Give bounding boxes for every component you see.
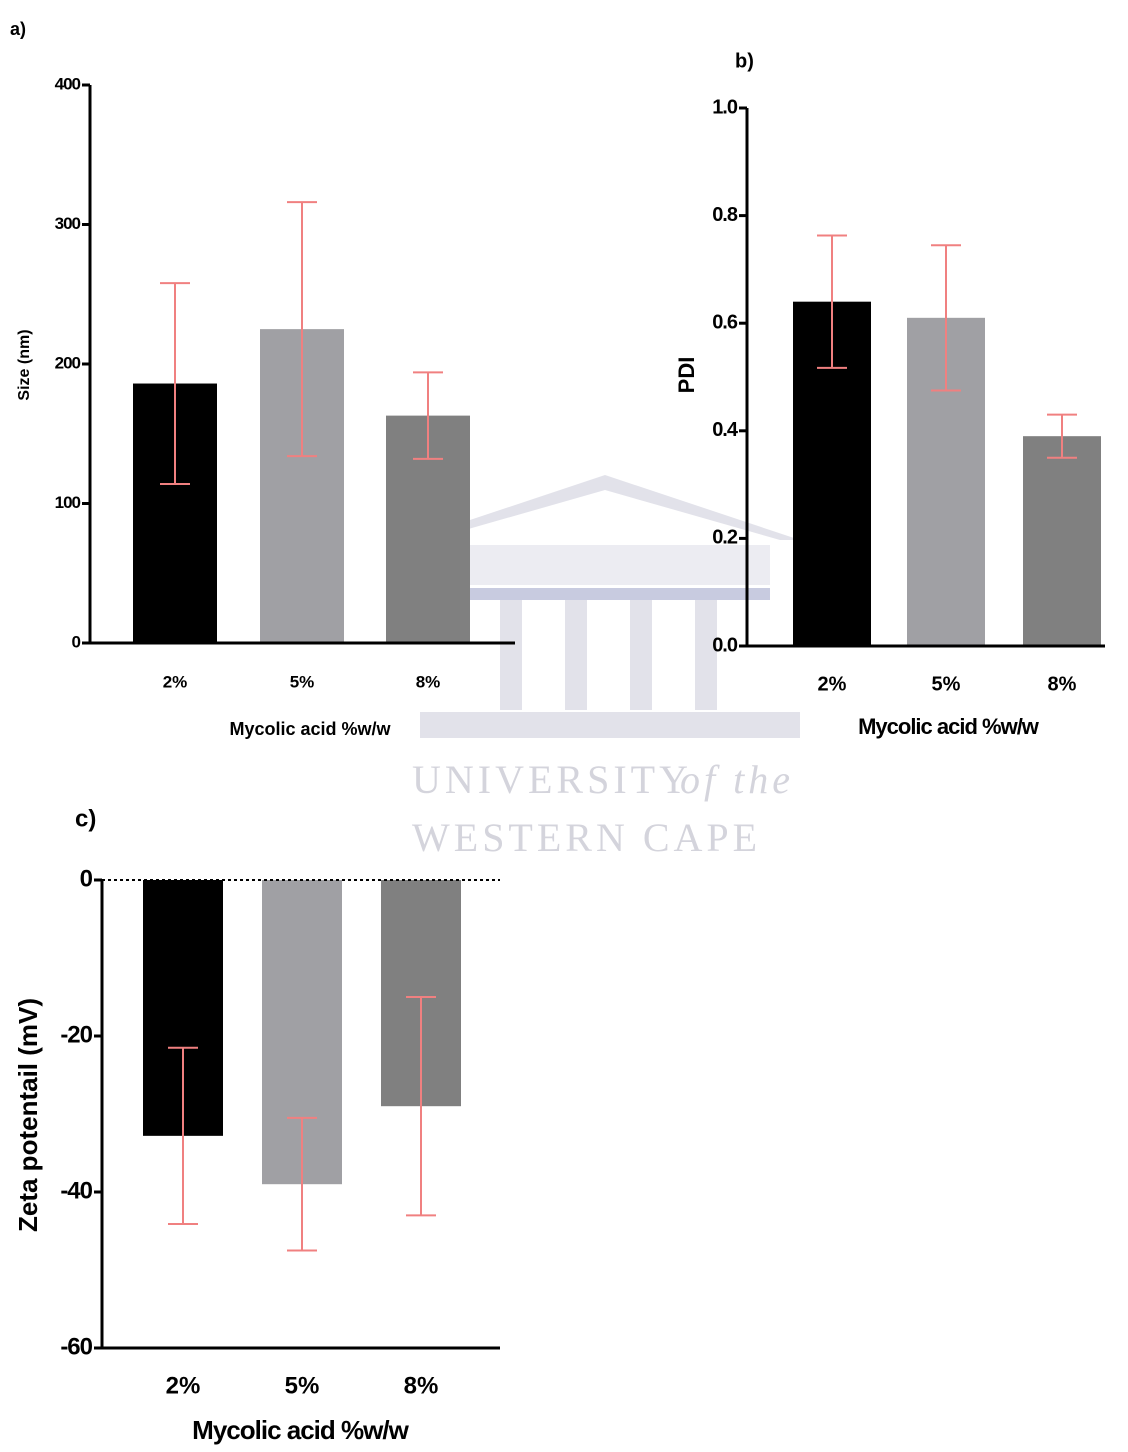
watermark-column (695, 600, 717, 710)
y-tick-label: 0 (80, 865, 93, 892)
y-tick-label: 0 (72, 632, 81, 651)
y-axis-label: PDI (674, 357, 699, 394)
watermark-steps (420, 712, 800, 738)
y-tick-label: 0.0 (712, 634, 738, 656)
x-tick-label: 2% (166, 1372, 201, 1399)
panel-label: c) (75, 805, 96, 832)
watermark-text: WESTERN CAPE (412, 815, 761, 860)
x-tick-label: 8% (404, 1372, 439, 1399)
x-axis-label: Mycolic acid %w/w (858, 714, 1040, 739)
watermark-column (630, 600, 652, 710)
y-axis-label: Zeta potentail (mV) (13, 998, 43, 1232)
y-tick-label: 0.8 (712, 204, 738, 226)
panel-label: a) (10, 19, 26, 39)
y-tick-label: 400 (55, 74, 81, 93)
y-tick-label: 100 (55, 493, 81, 512)
watermark-column (500, 600, 522, 710)
y-tick-label: 200 (55, 353, 81, 372)
x-axis-label: Mycolic acid %w/w (192, 1415, 409, 1445)
x-tick-label: 8% (1048, 673, 1077, 695)
watermark-band (440, 588, 770, 600)
watermark-frieze (440, 545, 770, 585)
x-tick-label: 2% (163, 672, 188, 691)
y-tick-label: 1.0 (712, 96, 738, 118)
y-tick-label: 0.6 (712, 311, 738, 333)
x-tick-label: 8% (416, 672, 441, 691)
y-tick-label: 0.2 (712, 527, 738, 549)
y-axis-label: Size (nm) (16, 329, 33, 400)
watermark-column (565, 600, 587, 710)
y-tick-label: 0.4 (712, 419, 739, 441)
watermark: UNIVERSITY of the WESTERN CAPE (410, 475, 800, 860)
watermark-text: of the (680, 757, 794, 802)
x-tick-label: 5% (290, 672, 315, 691)
panel-label: b) (735, 50, 754, 72)
y-tick-label: -20 (60, 1021, 92, 1048)
x-tick-label: 5% (932, 673, 961, 695)
watermark-text: UNIVERSITY (412, 757, 692, 802)
x-axis-label: Mycolic acid %w/w (229, 719, 391, 739)
x-tick-label: 5% (285, 1372, 320, 1399)
y-tick-label: -60 (60, 1333, 92, 1360)
y-tick-label: 300 (55, 214, 81, 233)
bar (1023, 436, 1101, 646)
y-tick-label: -40 (60, 1177, 92, 1204)
x-tick-label: 2% (818, 673, 847, 695)
